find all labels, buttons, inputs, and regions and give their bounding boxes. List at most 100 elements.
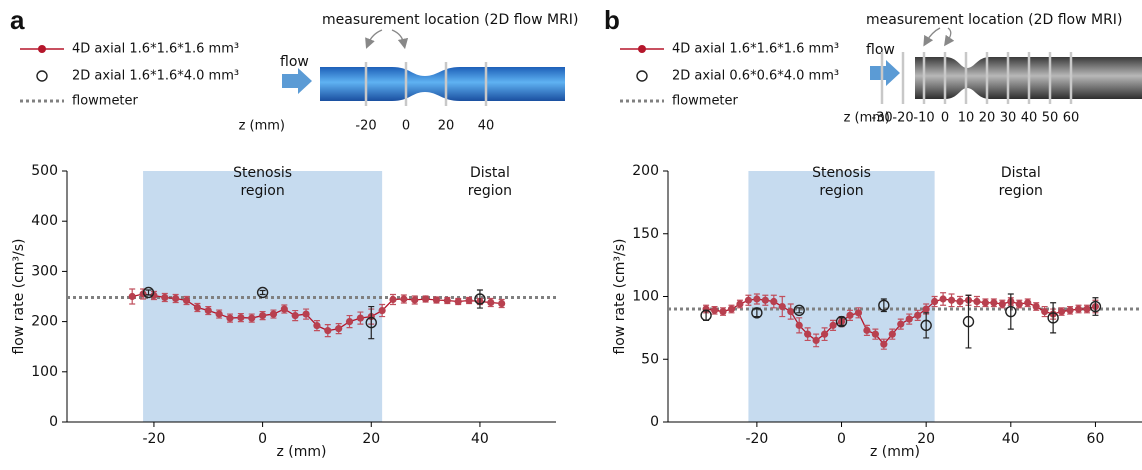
region-label: region (240, 183, 284, 199)
marker (778, 302, 786, 311)
flow-label: flow (280, 54, 309, 70)
error-bar (145, 289, 152, 296)
y-tick-label: 150 (632, 226, 659, 242)
z-label: z (mm) (844, 111, 890, 126)
x-tick-label: 20 (362, 431, 380, 447)
z-tick-label: 40 (1021, 111, 1038, 126)
marker (835, 315, 848, 328)
region (143, 171, 383, 422)
z-tick-label: 0 (941, 111, 949, 126)
marker (161, 293, 169, 302)
annotation: Distal (470, 165, 510, 181)
legend-label: 2D axial 0.6*0.6*4.0 mm³ (672, 69, 839, 84)
marker (142, 286, 155, 299)
marker (812, 336, 820, 345)
legend-marker (36, 70, 48, 82)
x-tick-label: 0 (837, 431, 846, 447)
marker (365, 316, 377, 329)
x-tick-label: 20 (917, 431, 935, 447)
marker (256, 286, 269, 299)
marker (215, 310, 223, 318)
marker (454, 297, 462, 306)
error-bar (1092, 297, 1099, 316)
y-tick-label: 50 (641, 351, 659, 367)
z-tick-label: 30 (1000, 111, 1017, 126)
marker (727, 305, 736, 313)
marker (736, 300, 744, 308)
marker (172, 294, 180, 303)
marker (356, 314, 364, 322)
region (748, 171, 935, 422)
marker (400, 295, 408, 303)
diagram-title: measurement location (2D flow MRI) (866, 12, 1122, 28)
panel-letter: b (604, 5, 620, 35)
marker (259, 311, 267, 320)
marker (487, 298, 495, 307)
marker (1041, 307, 1049, 316)
annotation: region (999, 183, 1043, 199)
marker (931, 297, 939, 306)
region-label: Stenosis (812, 165, 871, 181)
marker (324, 327, 332, 335)
marker (1047, 312, 1059, 324)
marker (962, 315, 975, 328)
error-bar (1007, 293, 1014, 330)
marker (389, 295, 397, 304)
z-tick-label: 20 (979, 111, 996, 126)
z-tick-label: 50 (1042, 111, 1059, 126)
flow-arrow (870, 60, 900, 86)
legend-label: 2D axial 1.6*1.6*4.0 mm³ (72, 69, 239, 84)
marker (1032, 302, 1040, 311)
y-tick-label: 200 (31, 314, 58, 330)
marker (150, 291, 158, 300)
z-tick-label: -20 (892, 111, 913, 126)
marker (897, 320, 905, 328)
marker (710, 306, 719, 314)
annotation: region (468, 183, 512, 199)
marker (313, 322, 321, 330)
z-tick-label: 60 (1063, 111, 1080, 126)
marker (914, 311, 922, 319)
marker (1089, 300, 1102, 313)
marker (863, 326, 871, 334)
marker (719, 307, 727, 316)
marker (335, 325, 343, 333)
marker (920, 319, 932, 332)
z-tick-label: 10 (958, 111, 975, 126)
marker (820, 330, 829, 338)
flow-arrow (282, 68, 312, 94)
marker (474, 293, 486, 305)
error-bar (965, 294, 972, 349)
error-bar (796, 307, 803, 314)
marker (204, 306, 212, 315)
flow-label: flow (866, 42, 895, 58)
pipe (320, 67, 565, 101)
marker (795, 321, 803, 329)
marker (804, 330, 812, 338)
marker (770, 297, 778, 306)
pointer-arrow (923, 27, 941, 47)
marker (846, 311, 854, 319)
marker (498, 299, 506, 308)
z-tick-label: 40 (478, 119, 495, 134)
marker (269, 310, 278, 318)
x-tick-label: 40 (471, 431, 489, 447)
marker (193, 303, 201, 312)
y-tick-label: 200 (632, 163, 659, 179)
marker (744, 296, 753, 304)
marker (981, 299, 990, 307)
marker (128, 292, 136, 301)
error-bar (838, 317, 845, 326)
pointer-arrow (365, 29, 383, 49)
marker (793, 304, 805, 317)
marker (761, 296, 769, 304)
error-bar (368, 305, 375, 340)
region-label: region (819, 183, 863, 199)
marker (990, 299, 998, 307)
diagram-title: measurement location (2D flow MRI) (322, 12, 578, 28)
z-tick-label: -30 (871, 111, 892, 126)
y-tick-label: 100 (632, 289, 659, 305)
error-bar (1050, 302, 1057, 334)
y-tick-label: 100 (31, 364, 58, 380)
